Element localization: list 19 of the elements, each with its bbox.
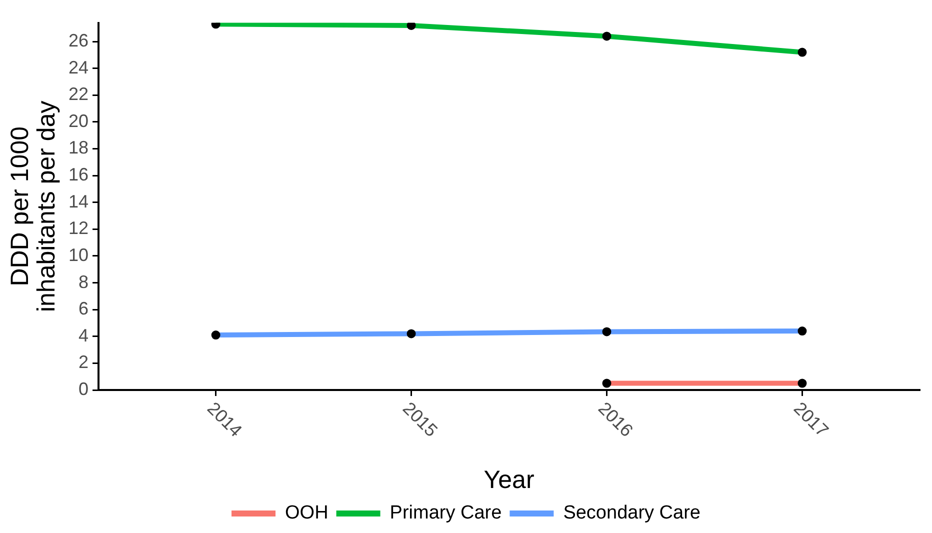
y-tick-label: 2 — [78, 352, 89, 372]
legend-label: Primary Care — [390, 502, 502, 524]
y-tick-label: 10 — [68, 244, 89, 265]
y-tick-label: 4 — [78, 325, 89, 346]
y-axis-title: DDD per 1000 inhabitants per day — [6, 100, 60, 312]
y-tick-label: 16 — [68, 164, 89, 185]
y-tick-label: 22 — [68, 84, 89, 104]
x-axis-title: Year — [484, 466, 534, 494]
y-tick-label: 12 — [68, 218, 89, 238]
y-tick-label: 18 — [68, 138, 89, 158]
y-tick-label: 14 — [68, 191, 89, 212]
legend-label: OOH — [285, 502, 328, 524]
y-tick-label: 26 — [68, 30, 89, 51]
y-tick-label: 8 — [78, 272, 89, 292]
y-tick-label: 24 — [68, 57, 89, 78]
y-tick-label: 20 — [68, 110, 89, 131]
legend-label: Secondary Care — [563, 502, 700, 524]
y-tick-label: 0 — [78, 378, 89, 399]
y-tick-label: 6 — [78, 298, 89, 319]
